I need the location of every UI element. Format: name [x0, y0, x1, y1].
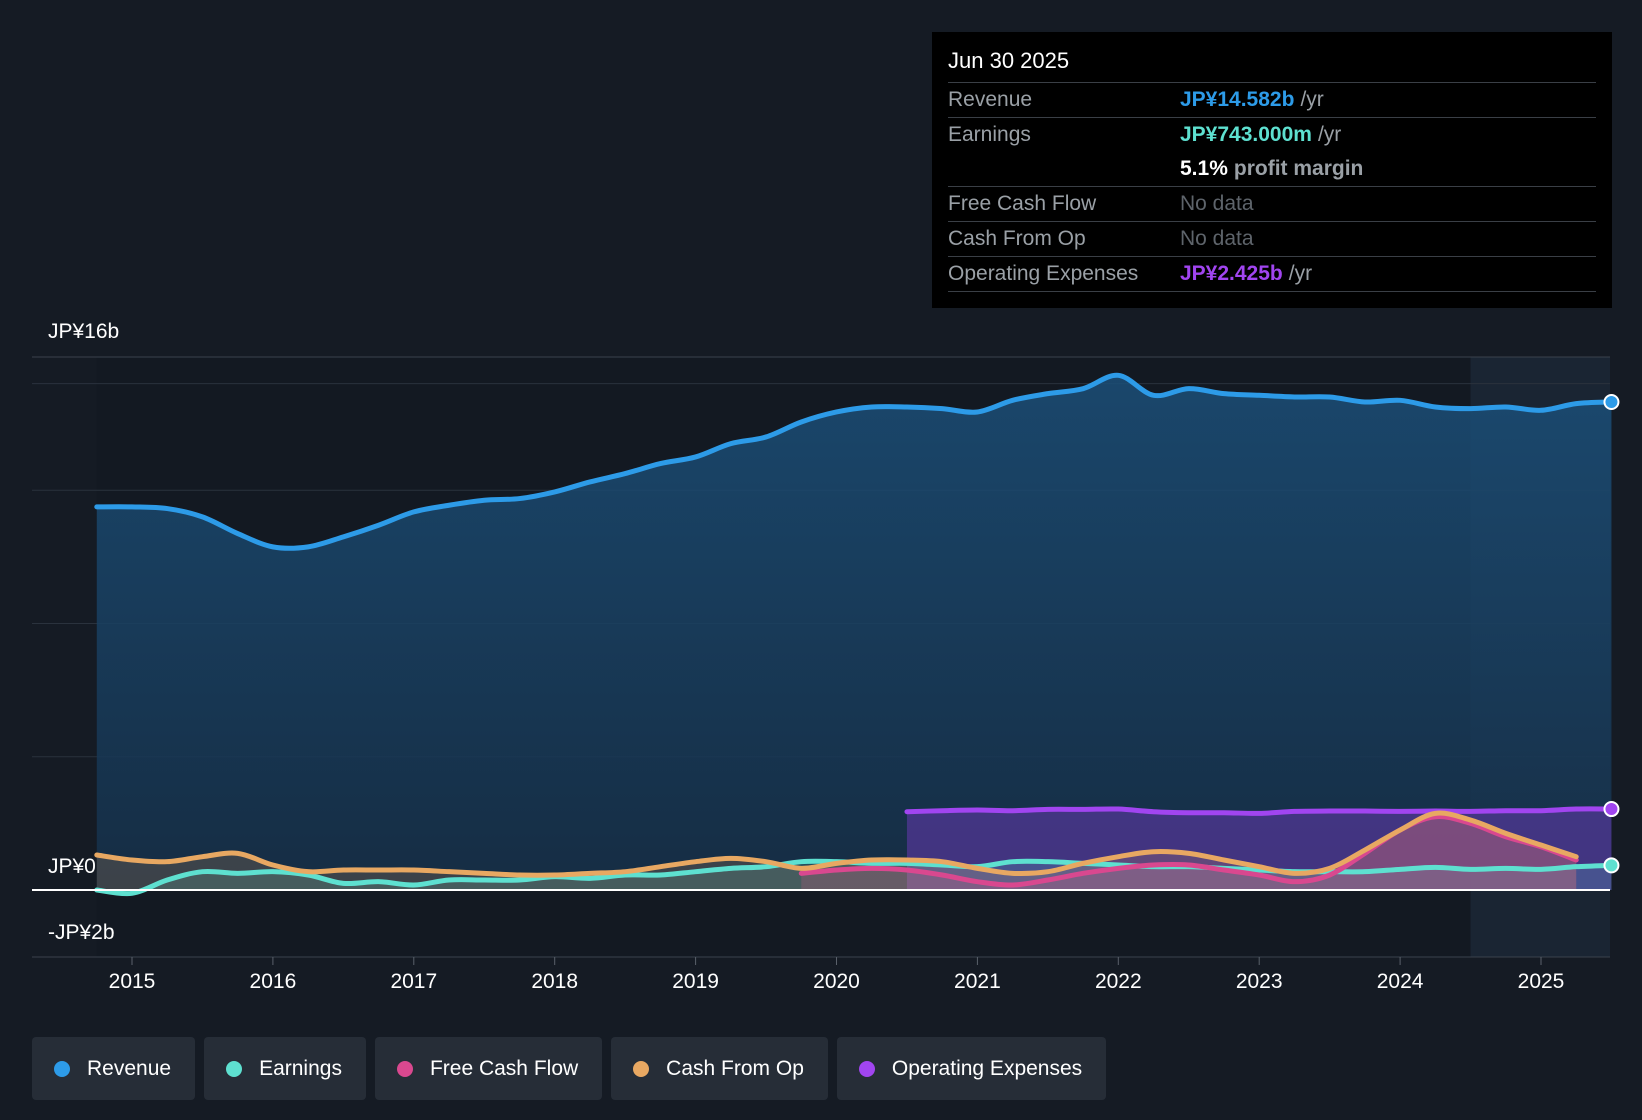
- x-tick-label: 2017: [390, 970, 438, 993]
- tooltip-unit: profit margin: [1233, 157, 1364, 180]
- x-tick-label: 2025: [1517, 970, 1565, 993]
- legend-item-cash-from-op[interactable]: Cash From Op: [611, 1037, 828, 1100]
- tooltip-value: JP¥14.582b: [1180, 88, 1295, 111]
- tooltip-label: Revenue: [948, 88, 1033, 111]
- legend-label: Earnings: [259, 1056, 342, 1080]
- earnings-end-marker: [1603, 857, 1620, 874]
- x-tick-label: 2019: [672, 970, 719, 993]
- x-tick-label: 2020: [813, 970, 860, 993]
- y-axis-bottom-label: -JP¥2b: [48, 921, 115, 944]
- legend-item-operating-expenses[interactable]: Operating Expenses: [836, 1037, 1107, 1100]
- legend-label: Revenue: [87, 1056, 172, 1080]
- legend-label: Free Cash Flow: [429, 1056, 579, 1080]
- cash-from-op-area: [96, 813, 1577, 890]
- tooltip-value: JP¥2.425b: [1180, 262, 1283, 285]
- legend-item-earnings[interactable]: Earnings: [204, 1037, 366, 1100]
- tooltip-label: Operating Expenses: [948, 262, 1139, 285]
- tooltip-label: Earnings: [948, 123, 1031, 146]
- data-tooltip: Jun 30 2025 Revenue JP¥14.582b /yr Earni…: [932, 32, 1612, 308]
- legend-dot-icon: [858, 1060, 875, 1077]
- x-tick-label: 2022: [1094, 970, 1142, 993]
- legend-item-free-cash-flow[interactable]: Free Cash Flow: [374, 1037, 603, 1100]
- legend-label: Operating Expenses: [891, 1056, 1083, 1080]
- x-tick-label: 2021: [954, 970, 1001, 993]
- chart-legend: Revenue Earnings Free Cash Flow Cash Fro…: [32, 1037, 1107, 1100]
- tooltip-label: [948, 152, 1180, 186]
- revenue-end-marker: [1603, 393, 1620, 410]
- x-tick-label: 2023: [1235, 970, 1283, 993]
- legend-dot-icon: [396, 1060, 413, 1077]
- tooltip-unit: /yr: [1300, 88, 1324, 111]
- x-tick-label: 2015: [108, 970, 156, 993]
- legend-dot-icon: [226, 1060, 243, 1077]
- revenue-area: [96, 375, 1612, 890]
- tooltip-row-earnings: Earnings JP¥743.000m /yr: [948, 118, 1596, 152]
- operating-expenses-line: [904, 806, 1614, 816]
- tooltip-value: JP¥743.000m: [1180, 123, 1312, 146]
- y-axis-zero-label: JP¥0: [48, 855, 96, 878]
- tooltip-unit: /yr: [1317, 123, 1342, 146]
- y-axis-top-label: JP¥16b: [48, 320, 120, 343]
- tooltip-row-operating-expenses: Operating Expenses JP¥2.425b /yr: [948, 257, 1596, 292]
- tooltip-row-revenue: Revenue JP¥14.582b /yr: [948, 83, 1596, 118]
- tooltip-label: Free Cash Flow: [948, 192, 1097, 215]
- tooltip-row-free-cash-flow: Free Cash Flow No data: [948, 187, 1596, 222]
- tooltip-row-profit-margin: 5.1% profit margin: [948, 152, 1596, 187]
- chart-plot-area: [32, 356, 1620, 965]
- tooltip-row-cash-from-op: Cash From Op No data: [948, 222, 1596, 257]
- legend-dot-icon: [633, 1060, 650, 1077]
- legend-dot-icon: [54, 1060, 70, 1077]
- tooltip-label: Cash From Op: [948, 227, 1086, 250]
- x-tick-label: 2016: [249, 970, 297, 993]
- tooltip-value: No data: [1180, 192, 1254, 215]
- legend-label: Cash From Op: [666, 1056, 804, 1080]
- tooltip-date: Jun 30 2025: [948, 46, 1596, 83]
- legend-item-revenue[interactable]: Revenue: [32, 1037, 196, 1100]
- tooltip-value: No data: [1180, 227, 1254, 250]
- cash-from-op-line: [94, 810, 1579, 878]
- free-cash-flow-line: [798, 814, 1579, 888]
- tooltip-unit: /yr: [1288, 262, 1313, 285]
- operating-expenses-end-marker: [1603, 801, 1620, 818]
- x-tick-label: 2018: [531, 970, 579, 993]
- tooltip-value: 5.1%: [1180, 157, 1228, 180]
- revenue-line: [94, 372, 1614, 551]
- x-tick-label: 2024: [1376, 970, 1424, 993]
